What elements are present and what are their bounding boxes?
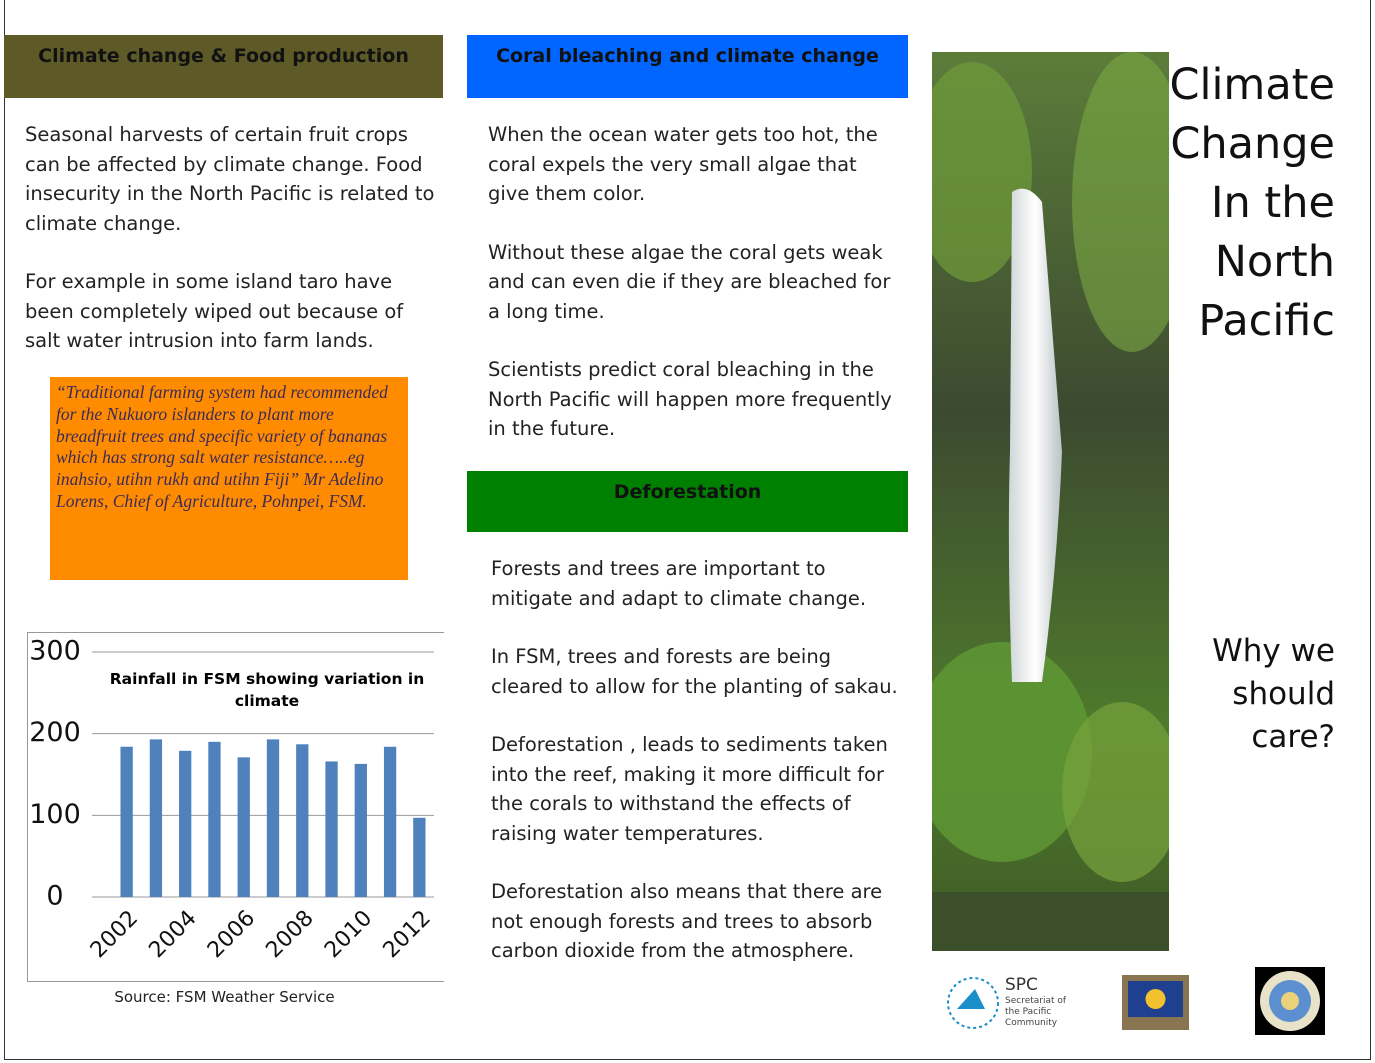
y-tick-label: 0: [46, 881, 63, 912]
subtitle-block: Why we should care?: [1212, 630, 1335, 759]
subtitle-line: care?: [1212, 716, 1335, 759]
paragraph: Scientists predict coral bleaching in th…: [488, 355, 903, 444]
section-heading: Climate change & Food production: [4, 35, 443, 98]
x-tick-label: 2008: [261, 906, 318, 963]
subtitle-line: should: [1212, 673, 1335, 716]
quote-box: “Traditional farming system had recommen…: [50, 377, 408, 580]
title-line: Climate: [1170, 56, 1335, 115]
y-tick-label: 300: [29, 636, 81, 667]
waterfall-photo: [932, 52, 1169, 951]
logo-sail: [957, 989, 985, 1009]
y-tick-label: 200: [29, 717, 81, 748]
bar: [179, 751, 191, 897]
x-tick-label: 2012: [379, 906, 436, 963]
paragraph: Seasonal harvests of certain fruit crops…: [25, 120, 435, 238]
bar: [355, 764, 367, 897]
logo-text: SPC: [1005, 975, 1038, 995]
paragraph: Without these algae the coral gets weak …: [488, 238, 903, 327]
spc-logo-mark: [945, 975, 1001, 1031]
paragraph: When the ocean water gets too hot, the c…: [488, 120, 903, 209]
paragraph: Forests and trees are important to mitig…: [491, 554, 903, 613]
paragraph: For example in some island taro have bee…: [25, 267, 435, 356]
seal-logo: [1255, 967, 1325, 1035]
chart-title: Rainfall in FSM showing variation in cli…: [92, 668, 442, 712]
flag-logo: [1122, 975, 1189, 1030]
bar: [325, 761, 337, 897]
logo-caption: Secretariat of the Pacific Community: [1005, 996, 1067, 1029]
bar: [208, 742, 220, 897]
title-line: Change: [1170, 115, 1335, 174]
paragraph: In FSM, trees and forests are being clea…: [491, 642, 903, 701]
paragraph: Deforestation , leads to sediments taken…: [491, 730, 903, 848]
x-tick-label: 2002: [86, 906, 143, 963]
bar: [150, 739, 162, 897]
bar: [296, 744, 308, 897]
title-line: North: [1170, 233, 1335, 292]
x-tick-label: 2010: [320, 906, 377, 963]
bar: [413, 818, 425, 897]
title-block: Climate Change In the North Pacific: [1170, 56, 1335, 351]
text-block: Forests and trees are important to mitig…: [491, 554, 903, 995]
ground: [932, 892, 1169, 951]
bar: [384, 747, 396, 897]
subtitle-line: Why we: [1212, 630, 1335, 673]
page: Climate change & Food production Seasona…: [0, 0, 1375, 1063]
x-tick-label: 2006: [203, 906, 260, 963]
text-block: Seasonal harvests of certain fruit crops…: [25, 120, 435, 385]
paragraph: Deforestation also means that there are …: [491, 877, 903, 966]
section-heading: Coral bleaching and climate change: [467, 35, 908, 98]
flag-circle: [1146, 989, 1166, 1009]
bar: [267, 739, 279, 897]
y-tick-label: 100: [29, 799, 81, 830]
text-block: When the ocean water gets too hot, the c…: [488, 120, 903, 473]
chart-source: Source: FSM Weather Service: [27, 988, 422, 1006]
x-tick-label: 2004: [144, 906, 201, 963]
title-line: Pacific: [1170, 292, 1335, 351]
seal-emblem: [1281, 992, 1299, 1010]
section-heading: Deforestation: [467, 471, 908, 532]
bar: [120, 747, 132, 897]
bar: [238, 757, 250, 897]
title-line: In the: [1170, 174, 1335, 233]
